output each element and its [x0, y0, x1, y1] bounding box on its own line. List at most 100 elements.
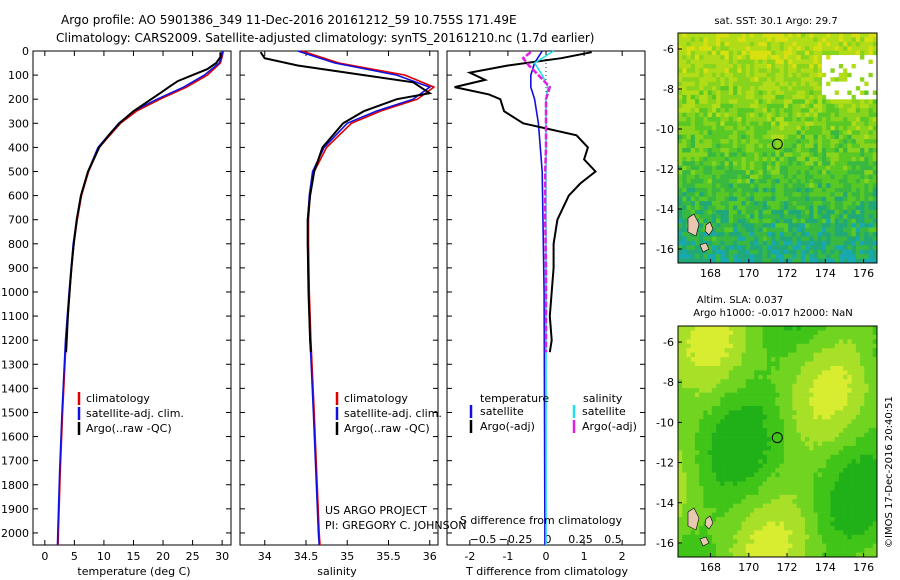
- sst-heatmap-cell: [821, 201, 827, 206]
- sla-heatmap-cell: [872, 521, 878, 527]
- sla-heatmap-cell: [762, 401, 768, 407]
- sst-heatmap-cell: [826, 33, 831, 38]
- sst-heatmap-cell: [792, 232, 797, 237]
- sla-heatmap-cell: [771, 534, 776, 540]
- sst-heatmap-cell: [868, 99, 874, 105]
- sst-heatmap-cell: [703, 170, 708, 175]
- sla-heatmap-cell: [762, 534, 768, 540]
- sst-heatmap-cell: [694, 254, 700, 259]
- x-tick-label: -2: [464, 550, 475, 563]
- sst-heatmap-cell: [775, 103, 780, 109]
- sla-heatmap-cell: [682, 410, 687, 416]
- sla-heatmap-cell: [711, 326, 717, 331]
- sla-heatmap-cell: [868, 450, 874, 456]
- sla-heatmap-cell: [788, 432, 793, 438]
- sst-heatmap-cell: [843, 72, 848, 78]
- sst-heatmap-cell: [699, 152, 704, 158]
- sst-heatmap-cell: [838, 33, 844, 38]
- sla-heatmap-cell: [703, 530, 708, 536]
- sla-heatmap-cell: [771, 348, 776, 353]
- sst-heatmap-cell: [813, 201, 819, 206]
- sla-heatmap-cell: [694, 352, 700, 358]
- sst-heatmap-cell: [800, 143, 806, 149]
- sst-heatmap-cell: [872, 121, 878, 127]
- sla-heatmap-cell: [741, 428, 747, 433]
- sla-heatmap-cell: [830, 370, 835, 376]
- sla-heatmap-cell: [796, 508, 802, 513]
- sla-heatmap-cell: [707, 401, 713, 407]
- sla-heatmap-cell: [775, 405, 780, 411]
- sla-heatmap-cell: [771, 388, 776, 393]
- sst-heatmap-cell: [796, 232, 802, 237]
- sst-heatmap-cell: [855, 152, 861, 158]
- sla-heatmap-cell: [720, 414, 725, 420]
- sst-heatmap-cell: [741, 117, 747, 122]
- sst-heatmap-cell: [775, 218, 780, 224]
- sla-heatmap-cell: [699, 405, 704, 411]
- sst-heatmap-cell: [678, 209, 683, 215]
- sst-heatmap-cell: [821, 63, 827, 69]
- sla-heatmap-cell: [851, 517, 857, 522]
- sst-heatmap-cell: [843, 55, 848, 60]
- sst-heatmap-cell: [703, 77, 708, 82]
- sst-heatmap-cell: [703, 112, 708, 118]
- sla-heatmap-cell: [800, 330, 806, 336]
- sst-heatmap-cell: [821, 33, 827, 38]
- sla-heatmap-cell: [855, 432, 861, 438]
- sla-heatmap-cell: [741, 441, 747, 447]
- sla-heatmap-cell: [855, 414, 861, 420]
- sla-heatmap-cell: [783, 503, 789, 509]
- sst-heatmap-cell: [817, 205, 823, 211]
- sla-heatmap-cell: [872, 419, 878, 425]
- sst-heatmap-cell: [762, 103, 768, 109]
- sst-heatmap-cell: [758, 187, 763, 193]
- sla-heatmap-cell: [843, 401, 848, 407]
- sst-heatmap-cell: [754, 223, 759, 228]
- sst-heatmap-cell: [783, 192, 789, 197]
- sst-heatmap-cell: [707, 81, 713, 87]
- sst-heatmap-cell: [690, 117, 696, 122]
- sla-heatmap-cell: [779, 334, 785, 340]
- sst-heatmap-cell: [792, 37, 797, 43]
- sla-heatmap-cell: [762, 521, 768, 527]
- sst-heatmap-cell: [741, 183, 747, 189]
- sla-heatmap-cell: [830, 472, 835, 478]
- sst-heatmap-cell: [788, 223, 793, 228]
- sst-heatmap-cell: [728, 227, 734, 233]
- sla-heatmap-cell: [821, 388, 827, 393]
- sla-heatmap-cell: [864, 410, 869, 416]
- sst-heatmap-cell: [783, 94, 789, 100]
- sst-heatmap-cell: [749, 90, 755, 96]
- sst-heatmap-cell: [745, 240, 751, 246]
- sla-heatmap-cell: [728, 348, 734, 353]
- sla-heatmap-cell: [796, 423, 802, 429]
- sst-heatmap-cell: [728, 37, 734, 43]
- sla-heatmap-cell: [783, 370, 789, 376]
- sla-heatmap-cell: [783, 481, 789, 487]
- sla-heatmap-cell: [783, 525, 789, 531]
- sst-heatmap-cell: [762, 152, 768, 158]
- sst-heatmap-cell: [678, 121, 683, 127]
- sst-heatmap-cell: [800, 183, 806, 189]
- sst-heatmap-cell: [847, 99, 852, 105]
- sst-heatmap-cell: [779, 77, 785, 82]
- sla-heatmap-cell: [775, 472, 780, 478]
- sst-heatmap-cell: [847, 130, 852, 136]
- sst-heatmap-cell: [678, 232, 683, 237]
- sst-heatmap-cell: [724, 94, 730, 100]
- sla-heatmap-cell: [868, 423, 874, 429]
- sst-heatmap-cell: [813, 183, 819, 189]
- y-tick-label: 600: [8, 190, 29, 203]
- sst-heatmap-cell: [678, 112, 683, 118]
- sst-heatmap-cell: [766, 81, 772, 87]
- sla-heatmap-cell: [809, 468, 814, 473]
- sla-heatmap-cell: [826, 343, 831, 349]
- sla-heatmap-cell: [707, 468, 713, 473]
- series-line-satellite: [297, 50, 432, 546]
- sla-heatmap-cell: [745, 419, 751, 425]
- sla-heatmap-cell: [728, 379, 734, 385]
- sla-heatmap-cell: [809, 530, 814, 536]
- sst-heatmap-cell: [872, 258, 878, 264]
- sst-heatmap-cell: [703, 214, 708, 220]
- sst-heatmap-cell: [817, 77, 823, 82]
